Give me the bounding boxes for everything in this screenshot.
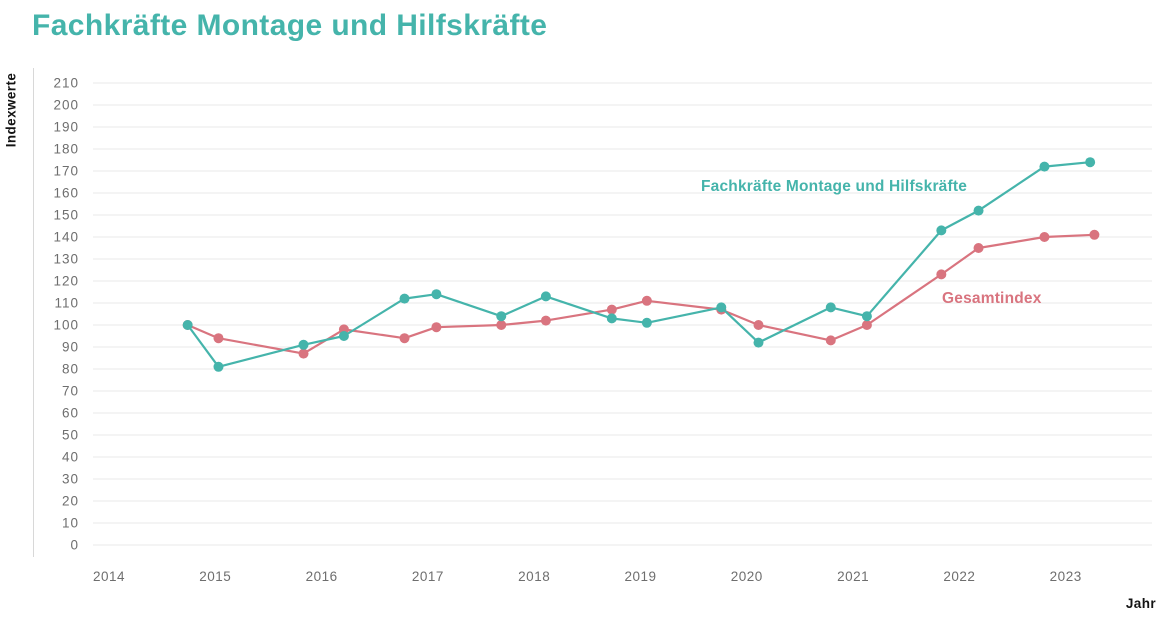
data-point-gesamtindex	[298, 348, 309, 359]
y-tick-label: 180	[53, 142, 79, 157]
data-point-fachkraefte	[431, 289, 442, 300]
data-point-fachkraefte	[606, 313, 617, 324]
y-tick-label: 110	[54, 296, 79, 311]
x-tick-labels: 2014 2015 2016 2017 2018 2019 2020 2021 2022 2023	[93, 569, 1082, 584]
y-tick-label: 40	[62, 450, 79, 465]
y-tick-labels: 2102001901801701601501401301201101009080…	[53, 76, 79, 553]
data-point-gesamtindex	[213, 333, 224, 344]
data-point-fachkraefte	[399, 293, 410, 304]
y-tick-label: 50	[62, 428, 79, 443]
x-tick-label: 2014	[93, 569, 125, 584]
y-tick-label: 140	[53, 230, 79, 245]
y-tick-label: 100	[53, 318, 79, 333]
x-tick-label: 2018	[518, 569, 550, 584]
y-tick-label: 160	[53, 186, 79, 201]
data-point-fachkraefte	[1039, 161, 1050, 172]
data-point-gesamtindex	[753, 320, 764, 330]
data-point-gesamtindex	[399, 333, 410, 344]
series-label-fachkraefte: Fachkräfte Montage und Hilfskräfte	[701, 178, 968, 195]
y-tick-label: 30	[62, 472, 79, 487]
data-point-gesamtindex	[825, 335, 836, 346]
data-point-gesamtindex	[936, 269, 947, 280]
data-point-gesamtindex	[540, 315, 551, 326]
y-tick-label: 210	[53, 76, 79, 91]
series-line-fachkraefte	[186, 161, 1092, 368]
data-point-gesamtindex	[606, 304, 617, 315]
chart-title: Fachkräfte Montage und Hilfskräfte	[32, 9, 548, 42]
x-tick-label: 2020	[731, 569, 763, 584]
x-tick-label: 2019	[624, 569, 656, 584]
data-point-gesamtindex	[1089, 229, 1100, 240]
x-tick-label: 2023	[1050, 569, 1082, 584]
data-point-fachkraefte	[825, 302, 836, 313]
data-point-fachkraefte	[861, 311, 872, 322]
y-tick-label: 130	[53, 252, 79, 267]
data-point-gesamtindex	[431, 322, 442, 333]
data-point-fachkraefte	[716, 302, 727, 313]
x-tick-label: 2015	[199, 569, 231, 584]
data-point-fachkraefte	[936, 225, 947, 236]
x-tick-label: 2021	[837, 569, 869, 584]
y-tick-label: 190	[53, 120, 79, 135]
data-point-fachkraefte	[213, 361, 224, 372]
data-point-fachkraefte	[298, 339, 309, 350]
y-tick-label: 90	[62, 340, 79, 355]
x-axis-title: Jahr	[1125, 596, 1156, 611]
y-tick-label: 80	[62, 362, 79, 377]
y-tick-label: 170	[53, 164, 79, 179]
y-tick-label: 150	[53, 208, 79, 223]
data-point-gesamtindex	[861, 320, 872, 330]
gridlines	[93, 82, 1152, 546]
y-tick-label: 60	[62, 406, 79, 421]
data-point-gesamtindex	[496, 320, 507, 330]
data-point-fachkraefte	[973, 205, 984, 216]
data-point-fachkraefte	[753, 337, 764, 348]
data-point-fachkraefte	[540, 291, 551, 302]
data-point-gesamtindex	[973, 243, 984, 253]
y-tick-label: 10	[62, 516, 79, 531]
data-point-gesamtindex	[641, 295, 652, 306]
x-tick-label: 2022	[943, 569, 975, 584]
data-point-fachkraefte	[1085, 157, 1096, 168]
data-point-fachkraefte	[641, 317, 652, 328]
data-point-fachkraefte	[338, 331, 349, 341]
x-tick-label: 2017	[412, 569, 444, 584]
data-point-fachkraefte	[182, 320, 193, 330]
y-tick-label: 120	[53, 274, 79, 289]
y-tick-label: 70	[62, 384, 79, 399]
y-tick-label: 0	[70, 538, 79, 553]
data-point-fachkraefte	[496, 311, 507, 322]
series-line-gesamtindex	[186, 233, 1096, 355]
series-label-gesamtindex: Gesamtindex	[942, 290, 1042, 307]
x-tick-label: 2016	[306, 569, 338, 584]
data-point-gesamtindex	[1039, 232, 1050, 242]
y-tick-label: 20	[62, 494, 79, 509]
y-tick-label: 200	[53, 98, 79, 113]
